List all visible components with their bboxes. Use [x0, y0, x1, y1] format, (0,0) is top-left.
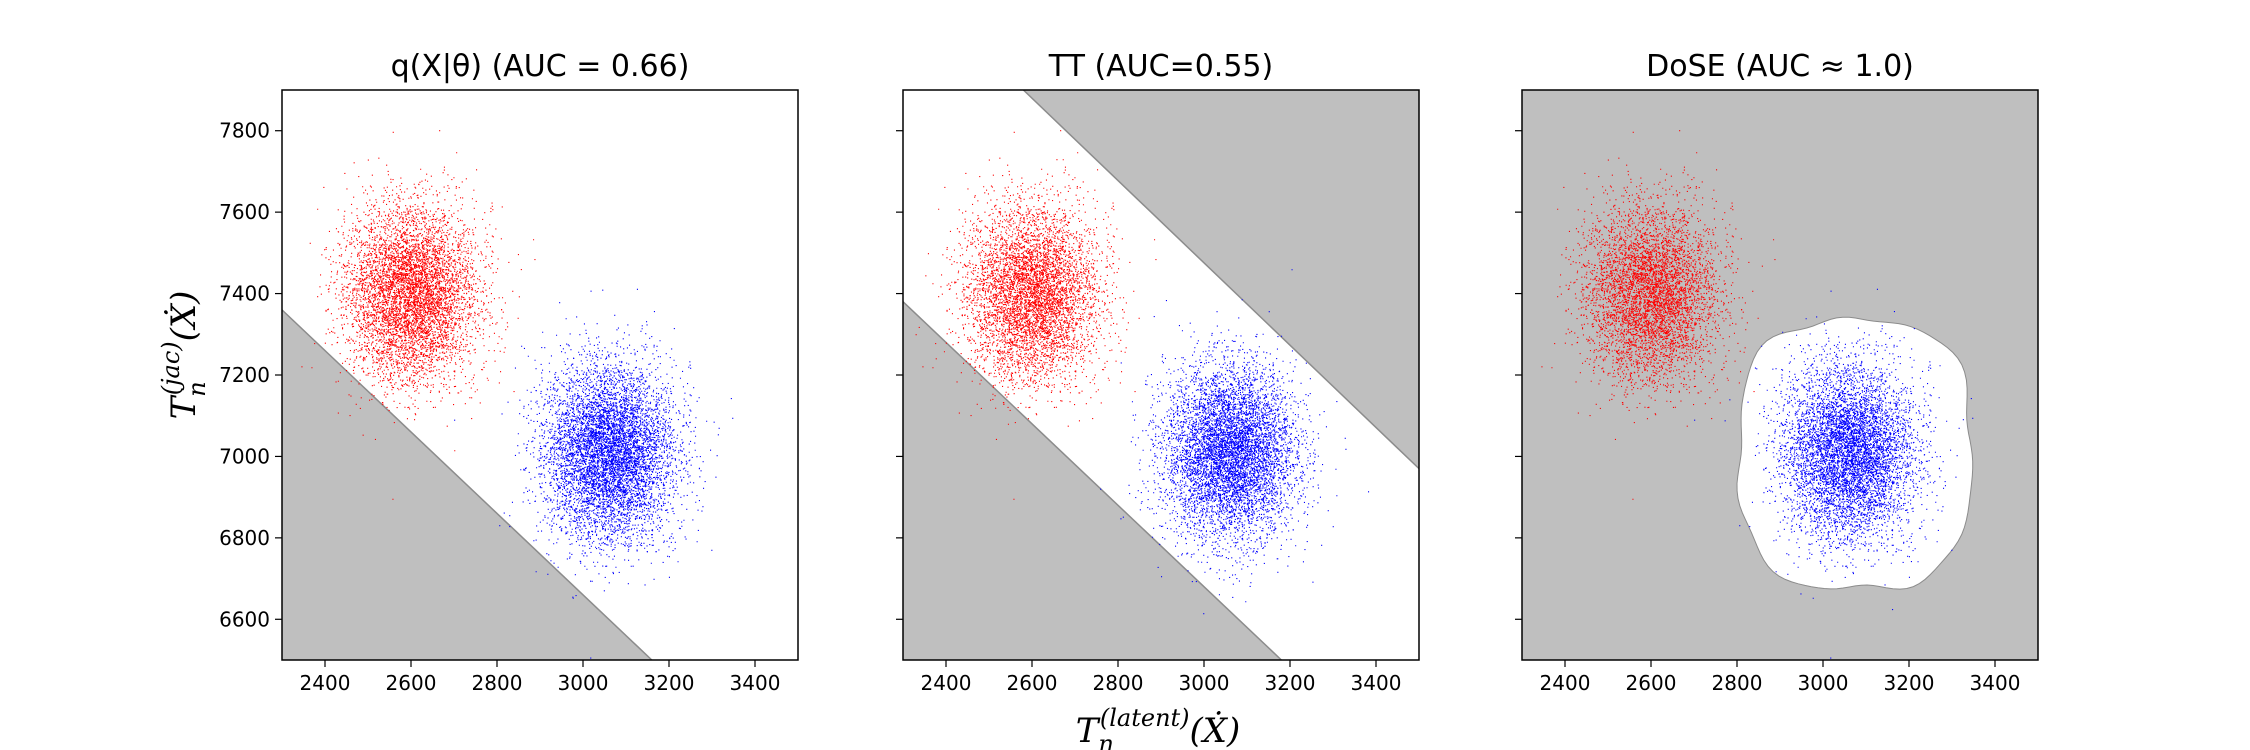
x-tick-label: 2600: [386, 671, 437, 695]
x-tick-label: 2400: [300, 671, 351, 695]
x-tick-label: 3400: [1351, 671, 1402, 695]
scatter-points: [301, 130, 536, 500]
panel-title: DoSE (AUC ≈ 1.0): [1646, 49, 1914, 84]
scatter-points: [915, 130, 1157, 500]
x-tick-label: 2400: [1540, 671, 1591, 695]
y-tick-label: 7800: [219, 119, 270, 143]
scatter-points: [1100, 269, 1370, 615]
y-tick-label: 7600: [219, 200, 270, 224]
panel-2: 2400 2600 2800 3000 3200 3400 TT (AUC=0.55): [896, 49, 1420, 695]
y-tick-label: 7200: [219, 363, 270, 387]
x-tick-label: 2600: [1626, 671, 1677, 695]
scatter-points: [1541, 130, 1776, 500]
series-blue: [454, 288, 734, 659]
panel-1: 2400 2600 2800 3000 3200 3400 6600 6800 7000 7200…: [219, 49, 799, 695]
panel-title: TT (AUC=0.55): [1048, 49, 1273, 84]
series-blue: [1100, 269, 1370, 615]
y-tick-label: 7400: [219, 282, 270, 306]
decision-boundary: [282, 309, 653, 660]
panels: 2400 2600 2800 3000 3200 3400 6600 6800 7000 7200…: [219, 49, 2039, 695]
x-tick-label: 3400: [730, 671, 781, 695]
x-tick-label: 3000: [558, 671, 609, 695]
x-tick-label: 3200: [644, 671, 695, 695]
x-axis-label: Tn(latent)(Ẋ): [1076, 704, 1241, 750]
x-tick-label: 3000: [1179, 671, 1230, 695]
series-red: [301, 130, 536, 500]
series-red: [915, 130, 1157, 500]
scatter-points: [1694, 288, 1974, 659]
scatter-points: [454, 288, 734, 659]
plot-area: [282, 130, 734, 660]
y-tick-label: 6800: [219, 526, 270, 550]
x-tick-label: 2800: [472, 671, 523, 695]
x-tick-label: 2800: [1093, 671, 1144, 695]
y-axis-label: Tn(jac)(Ẋ): [157, 291, 211, 420]
plot-area: [1522, 90, 2038, 660]
series-blue: [1694, 288, 1974, 659]
x-tick-label: 3400: [1970, 671, 2021, 695]
y-tick-label: 7000: [219, 444, 270, 468]
panel-3: 2400 2600 2800 3000 3200 3400 DoSE (AUC ≈ 1.0): [1515, 49, 2039, 695]
x-tick-label: 3200: [1884, 671, 1935, 695]
plot-area: [903, 90, 1419, 660]
x-tick-label: 2800: [1712, 671, 1763, 695]
x-tick-label: 3000: [1798, 671, 1849, 695]
decision-boundary: [1022, 90, 1419, 470]
x-tick-label: 2400: [921, 671, 972, 695]
x-tick-label: 2600: [1007, 671, 1058, 695]
x-tick-label: 3200: [1265, 671, 1316, 695]
panel-title: q(X|θ) (AUC = 0.66): [391, 49, 690, 84]
series-red: [1541, 130, 1776, 500]
y-tick-label: 6600: [219, 607, 270, 631]
